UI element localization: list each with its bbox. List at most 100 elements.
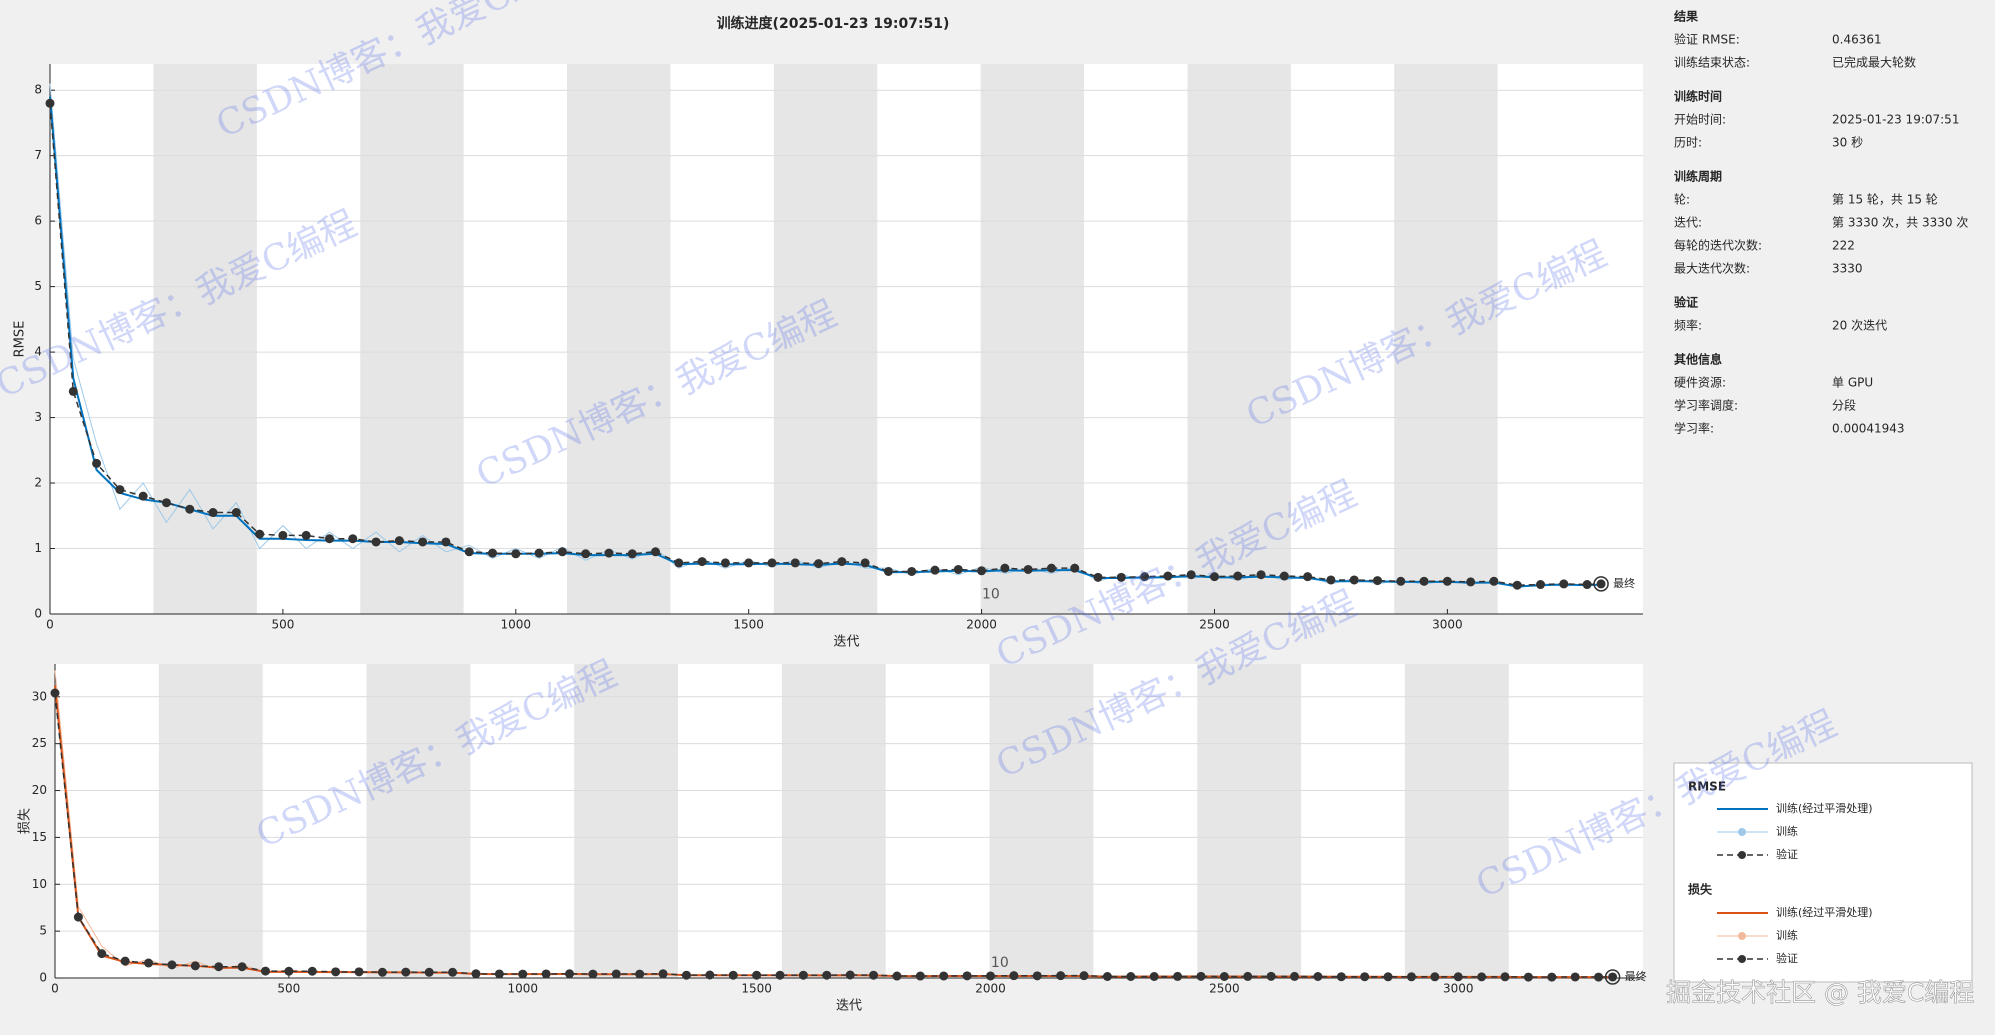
info-value: 0.46361 <box>1832 33 1882 47</box>
x-tick-label: 1000 <box>507 982 538 996</box>
validation-point <box>115 485 125 495</box>
section-title: 验证 <box>1674 295 1698 310</box>
epoch-shade <box>360 64 464 614</box>
validation-point <box>541 969 551 979</box>
info-value: 30 秒 <box>1832 136 1863 150</box>
x-tick-label: 500 <box>271 618 294 632</box>
validation-point <box>45 98 55 108</box>
legend-label: 验证 <box>1776 847 1798 861</box>
validation-point <box>371 537 381 547</box>
validation-point <box>161 498 171 508</box>
validation-point <box>674 558 684 568</box>
validation-point <box>1186 570 1196 580</box>
legend-box <box>1673 762 1973 983</box>
validation-point <box>1023 564 1033 574</box>
validation-point <box>1046 563 1056 573</box>
y-tick-label: 0 <box>34 607 42 621</box>
validation-point <box>767 558 777 568</box>
info-value: 第 15 轮，共 15 轮 <box>1832 193 1938 207</box>
validation-point <box>1256 570 1266 580</box>
y-tick-label: 2 <box>34 476 42 490</box>
validation-point <box>939 971 949 981</box>
info-label: 学习率调度: <box>1674 398 1738 413</box>
validation-point <box>581 549 591 559</box>
validation-point <box>1233 571 1243 581</box>
page-title: 训练进度(2025-01-23 19:07:51) <box>717 15 950 32</box>
validation-point <box>1032 971 1042 981</box>
validation-point <box>1009 971 1019 981</box>
validation-point <box>1383 972 1393 982</box>
validation-point <box>394 536 404 546</box>
epoch-shade <box>574 664 679 978</box>
validation-point <box>511 549 521 559</box>
validation-point <box>565 969 575 979</box>
validation-point <box>348 534 358 544</box>
x-axis-label: 迭代 <box>836 999 862 1014</box>
validation-point <box>892 971 902 981</box>
validation-point <box>588 969 598 979</box>
final-point <box>1593 576 1609 592</box>
validation-point <box>1303 572 1313 582</box>
info-label: 开始时间: <box>1674 113 1726 127</box>
validation-point <box>167 960 177 970</box>
validation-point <box>1000 563 1010 573</box>
x-tick-label: 0 <box>51 982 59 996</box>
info-value: 2025-01-23 19:07:51 <box>1832 113 1959 127</box>
epoch-shade <box>1197 664 1302 978</box>
validation-point <box>1419 576 1429 586</box>
watermark-footer: 掘金技术社区 @ 我爱C编程 <box>1666 978 1974 1007</box>
info-label: 训练结束状态: <box>1674 55 1750 70</box>
validation-point <box>1149 972 1159 982</box>
validation-point <box>1140 572 1150 582</box>
x-axis-label: 迭代 <box>833 635 859 650</box>
x-tick-label: 2000 <box>975 982 1006 996</box>
x-tick-label: 1000 <box>501 618 532 632</box>
x-tick-label: 1500 <box>733 618 764 632</box>
legend-label: 训练(经过平滑处理) <box>1776 801 1873 815</box>
validation-point <box>301 530 311 540</box>
validation-point <box>557 547 567 557</box>
x-tick-label: 500 <box>277 982 300 996</box>
validation-point <box>1056 971 1066 981</box>
validation-point <box>144 958 154 968</box>
validation-point <box>518 969 528 979</box>
validation-point <box>1290 971 1300 981</box>
validation-point <box>50 688 60 698</box>
validation-point <box>985 971 995 981</box>
validation-point <box>977 566 987 576</box>
section-title: 训练周期 <box>1674 169 1722 184</box>
validation-point <box>73 912 83 922</box>
validation-point <box>1559 579 1569 589</box>
validation-point <box>962 971 972 981</box>
validation-point <box>1453 972 1463 982</box>
validation-point <box>1547 972 1557 982</box>
info-label: 学习率: <box>1674 421 1714 436</box>
validation-point <box>798 970 808 980</box>
info-value: 20 次迭代 <box>1832 319 1887 333</box>
validation-point <box>744 558 754 568</box>
y-tick-label: 5 <box>39 924 47 938</box>
validation-point <box>1219 972 1229 982</box>
validation-point <box>494 969 504 979</box>
epoch-shade <box>989 664 1094 978</box>
validation-point <box>260 966 270 976</box>
y-tick-label: 3 <box>34 410 42 424</box>
validation-point <box>92 458 102 468</box>
y-axis-label: RMSE <box>13 321 28 358</box>
validation-point <box>604 548 614 558</box>
validation-point <box>705 970 715 980</box>
validation-point <box>307 966 317 976</box>
info-value: 单 GPU <box>1832 376 1873 390</box>
validation-point <box>1116 572 1126 582</box>
validation-point <box>814 559 824 569</box>
info-value: 第 3330 次，共 3330 次 <box>1832 216 1968 230</box>
validation-point <box>1102 972 1112 982</box>
legend-title: RMSE <box>1688 780 1726 794</box>
validation-point <box>1209 572 1219 582</box>
legend-marker <box>1738 828 1746 836</box>
validation-point <box>658 969 668 979</box>
y-tick-label: 1 <box>34 541 42 555</box>
validation-point <box>907 566 917 576</box>
validation-point <box>424 967 434 977</box>
